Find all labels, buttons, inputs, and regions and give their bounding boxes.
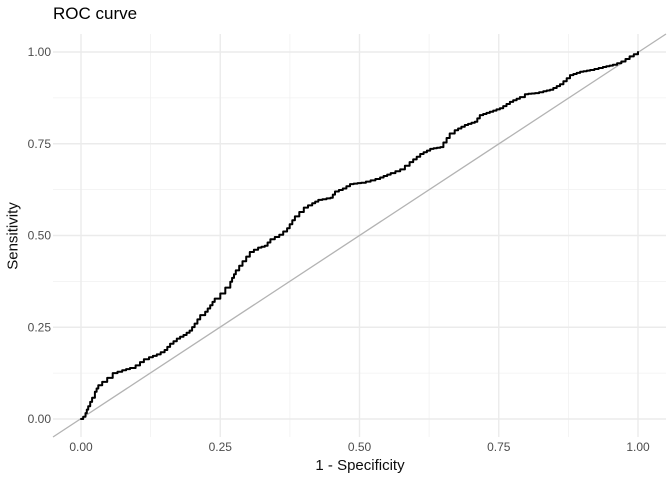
y-tick-label: 1.00 bbox=[28, 45, 52, 59]
roc-curve-line bbox=[80, 51, 639, 420]
x-tick-label: 0.25 bbox=[209, 440, 233, 454]
y-tick-label: 0.50 bbox=[28, 229, 52, 243]
x-tick-label: 1.00 bbox=[626, 440, 650, 454]
y-tick-label: 0.75 bbox=[28, 137, 52, 151]
y-tick-labels: 0.00 0.25 0.50 0.75 1.00 bbox=[28, 45, 52, 426]
x-axis-title: 1 - Specificity bbox=[315, 457, 405, 474]
y-tick-label: 0.25 bbox=[28, 320, 52, 334]
y-tick-label: 0.00 bbox=[28, 412, 52, 426]
chance-diagonal-line bbox=[52, 33, 667, 438]
x-tick-label: 0.75 bbox=[487, 440, 511, 454]
x-tick-label: 0.50 bbox=[348, 440, 372, 454]
x-tick-label: 0.00 bbox=[69, 440, 93, 454]
chart-title: ROC curve bbox=[53, 4, 138, 23]
x-tick-labels: 0.00 0.25 0.50 0.75 1.00 bbox=[69, 440, 650, 454]
